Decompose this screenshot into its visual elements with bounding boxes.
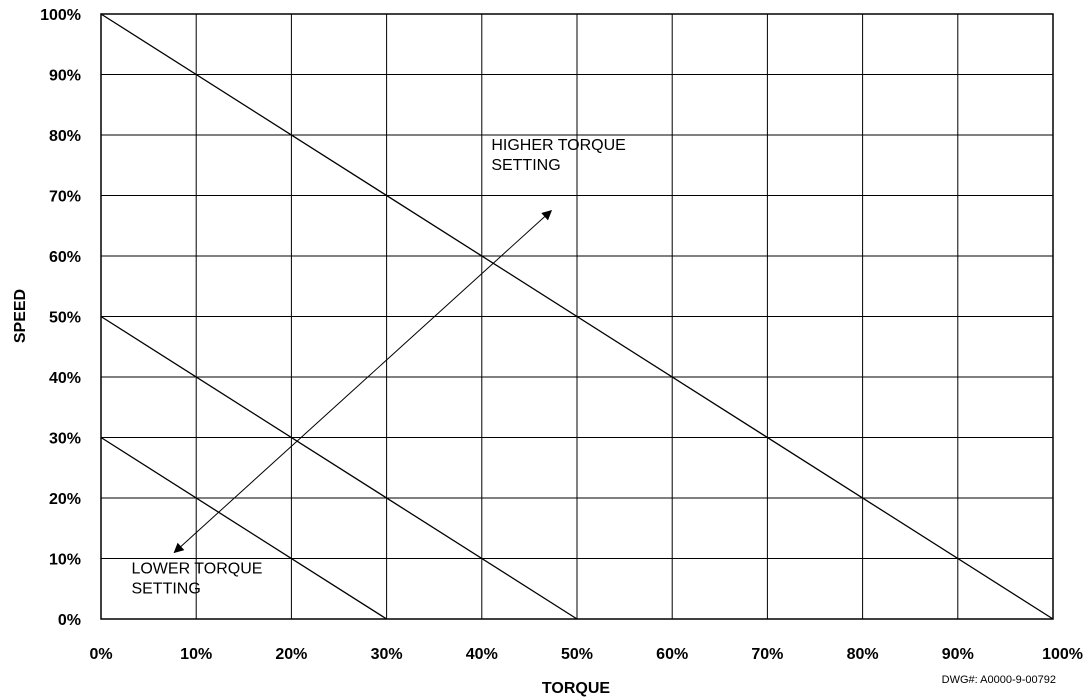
x-tick-label: 100% — [1042, 646, 1083, 663]
x-tick-label: 10% — [180, 646, 212, 663]
y-tick-label: 50% — [49, 310, 81, 327]
x-axis-label: TORQUE — [542, 680, 610, 697]
y-axis-label: SPEED — [12, 289, 29, 343]
y-tick-labels: 0% 10% 20% 30% 40% 50% 60% 70% 80% 90% 100% — [40, 7, 81, 629]
torque-setting-annotation: HIGHER TORQUE SETTING — [491, 137, 626, 174]
x-tick-label: 0% — [89, 646, 112, 663]
x-tick-label: 50% — [561, 646, 593, 663]
torque-setting-arrow — [173, 209, 553, 554]
y-tick-label: 40% — [49, 370, 81, 387]
torque-arrow-layer — [173, 209, 553, 554]
x-tick-label: 60% — [656, 646, 688, 663]
y-tick-label: 0% — [58, 612, 81, 629]
drawing-number: DWG#: A0000-9-00792 — [942, 674, 1056, 686]
x-tick-label: 70% — [751, 646, 783, 663]
torque-setting-annotation: LOWER TORQUE SETTING — [131, 561, 262, 598]
y-tick-label: 80% — [49, 128, 81, 145]
x-tick-label: 90% — [942, 646, 974, 663]
y-tick-label: 10% — [49, 552, 81, 569]
y-tick-label: 100% — [40, 7, 81, 24]
y-tick-label: 70% — [49, 189, 81, 206]
y-tick-label: 60% — [49, 249, 81, 266]
x-tick-label: 80% — [847, 646, 879, 663]
annotations: HIGHER TORQUE SETTING LOWER TORQUE SETTING — [131, 137, 625, 598]
y-tick-label: 90% — [49, 68, 81, 85]
x-tick-labels: 0% 10% 20% 30% 40% 50% 60% 70% 80% 90% 100% — [89, 646, 1083, 663]
x-tick-label: 30% — [371, 646, 403, 663]
x-tick-label: 40% — [466, 646, 498, 663]
y-tick-label: 20% — [49, 491, 81, 508]
y-tick-label: 30% — [49, 431, 81, 448]
speed-torque-line-1 — [100, 13, 1054, 620]
x-tick-label: 20% — [275, 646, 307, 663]
